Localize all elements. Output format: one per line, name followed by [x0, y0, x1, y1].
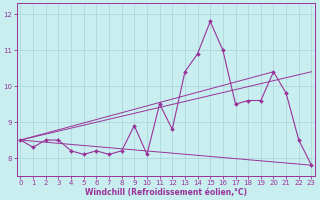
X-axis label: Windchill (Refroidissement éolien,°C): Windchill (Refroidissement éolien,°C) — [85, 188, 247, 197]
